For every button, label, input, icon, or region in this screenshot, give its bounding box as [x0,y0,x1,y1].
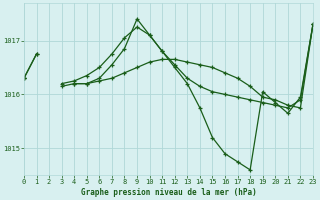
X-axis label: Graphe pression niveau de la mer (hPa): Graphe pression niveau de la mer (hPa) [81,188,256,197]
